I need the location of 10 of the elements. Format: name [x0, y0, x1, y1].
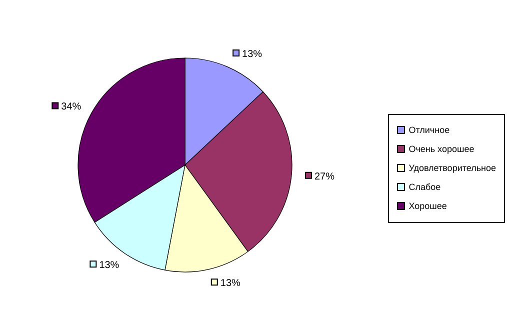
legend-label: Удовлетворительное: [408, 162, 496, 175]
data-label: 34%: [61, 102, 82, 113]
data-label: 13%: [99, 260, 120, 272]
legend-label: Слабое: [408, 180, 441, 194]
legend-label: Отличное: [408, 124, 450, 136]
legend-label: Очень хорошее: [408, 142, 474, 156]
data-label: 13%: [242, 48, 262, 60]
data-label: 13%: [220, 278, 241, 290]
legend-label: Хорошее: [408, 200, 447, 213]
data-label: 27%: [314, 171, 335, 182]
